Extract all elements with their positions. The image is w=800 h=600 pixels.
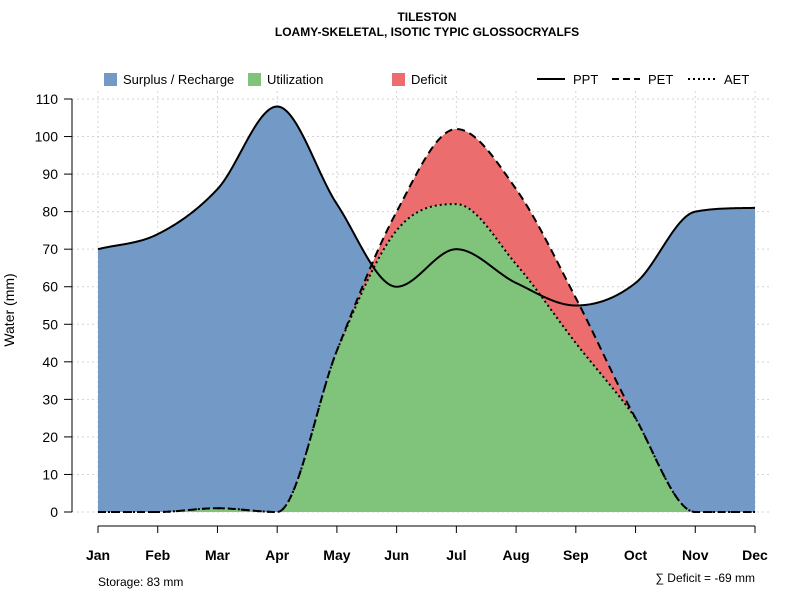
x-tick-label: Jun [384,547,409,563]
deficit-annotation: ∑ Deficit = -69 mm [655,571,755,585]
axes: 0 10 20 30 40 50 60 70 80 90 100 110 Jan Feb Mar Apr May… [35,91,768,563]
legend-label: Deficit [411,72,448,87]
storage-annotation: Storage: 83 mm [98,575,183,589]
y-tick-label: 60 [42,279,58,295]
x-tick-label: Oct [624,547,648,563]
legend-label: Surplus / Recharge [123,72,234,87]
x-tick-label: Sep [563,547,589,563]
deficit-area [98,129,755,513]
x-tick-label: Aug [502,547,529,563]
x-tick-label: Nov [682,547,709,563]
y-tick-label: 50 [42,316,58,332]
legend-swatch [104,73,117,86]
legend-swatch [248,73,261,86]
legend-swatch [392,73,405,86]
x-tick-label: Apr [265,547,290,563]
y-tick-label: 10 [42,466,58,482]
series-line-aet [98,203,755,513]
y-axis-label: Water (mm) [1,273,17,346]
series-line-ppt [97,105,756,307]
x-tick-label: Feb [145,547,170,563]
y-tick-label: 100 [35,129,59,145]
chart-subtitle: LOAMY-SKELETAL, ISOTIC TYPIC GLOSSOCRYAL… [275,25,579,39]
y-tick-label: 30 [42,391,58,407]
x-tick-label: Jul [446,547,466,563]
legend-label: Utilization [267,72,323,87]
y-tick-label: 110 [36,91,59,107]
legend-label: AET [724,72,749,87]
x-tick-label: Dec [742,547,768,563]
x-tick-label: May [323,547,350,563]
y-tick-label: 40 [42,354,58,370]
chart-title: TILESTON [397,10,456,24]
series-lines [97,105,756,513]
y-tick-label: 90 [42,166,58,182]
area-fills [98,106,755,513]
y-tick-label: 0 [50,504,58,520]
x-tick-label: Jan [86,547,110,563]
legend-label: PET [648,72,673,87]
legend: Surplus / Recharge Utilization Deficit PPT P… [104,72,749,87]
y-tick-label: 70 [42,241,58,257]
x-tick-label: Mar [205,547,230,563]
legend-label: PPT [573,72,598,87]
plot-area [72,91,770,513]
y-tick-label: 80 [42,204,58,220]
y-tick-label: 20 [42,429,58,445]
utilization-area [98,204,755,512]
